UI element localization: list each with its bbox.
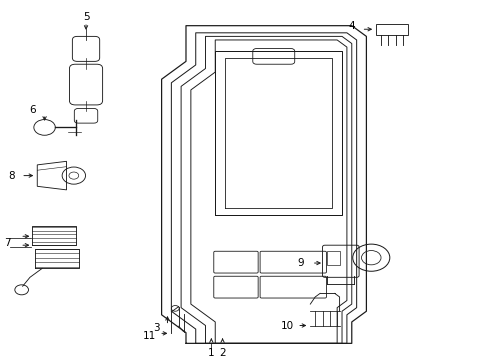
Text: 6: 6: [29, 104, 36, 114]
Text: 5: 5: [82, 12, 89, 22]
Text: 10: 10: [280, 320, 293, 330]
Text: 3: 3: [153, 323, 160, 333]
Bar: [375, 24, 407, 35]
Text: 8: 8: [8, 171, 15, 181]
Text: 9: 9: [297, 258, 304, 268]
Text: 11: 11: [142, 331, 156, 341]
Bar: [327, 251, 339, 265]
Text: 1: 1: [207, 348, 214, 358]
Text: 2: 2: [219, 348, 225, 358]
Text: 4: 4: [348, 21, 354, 31]
Text: 7: 7: [4, 238, 11, 248]
